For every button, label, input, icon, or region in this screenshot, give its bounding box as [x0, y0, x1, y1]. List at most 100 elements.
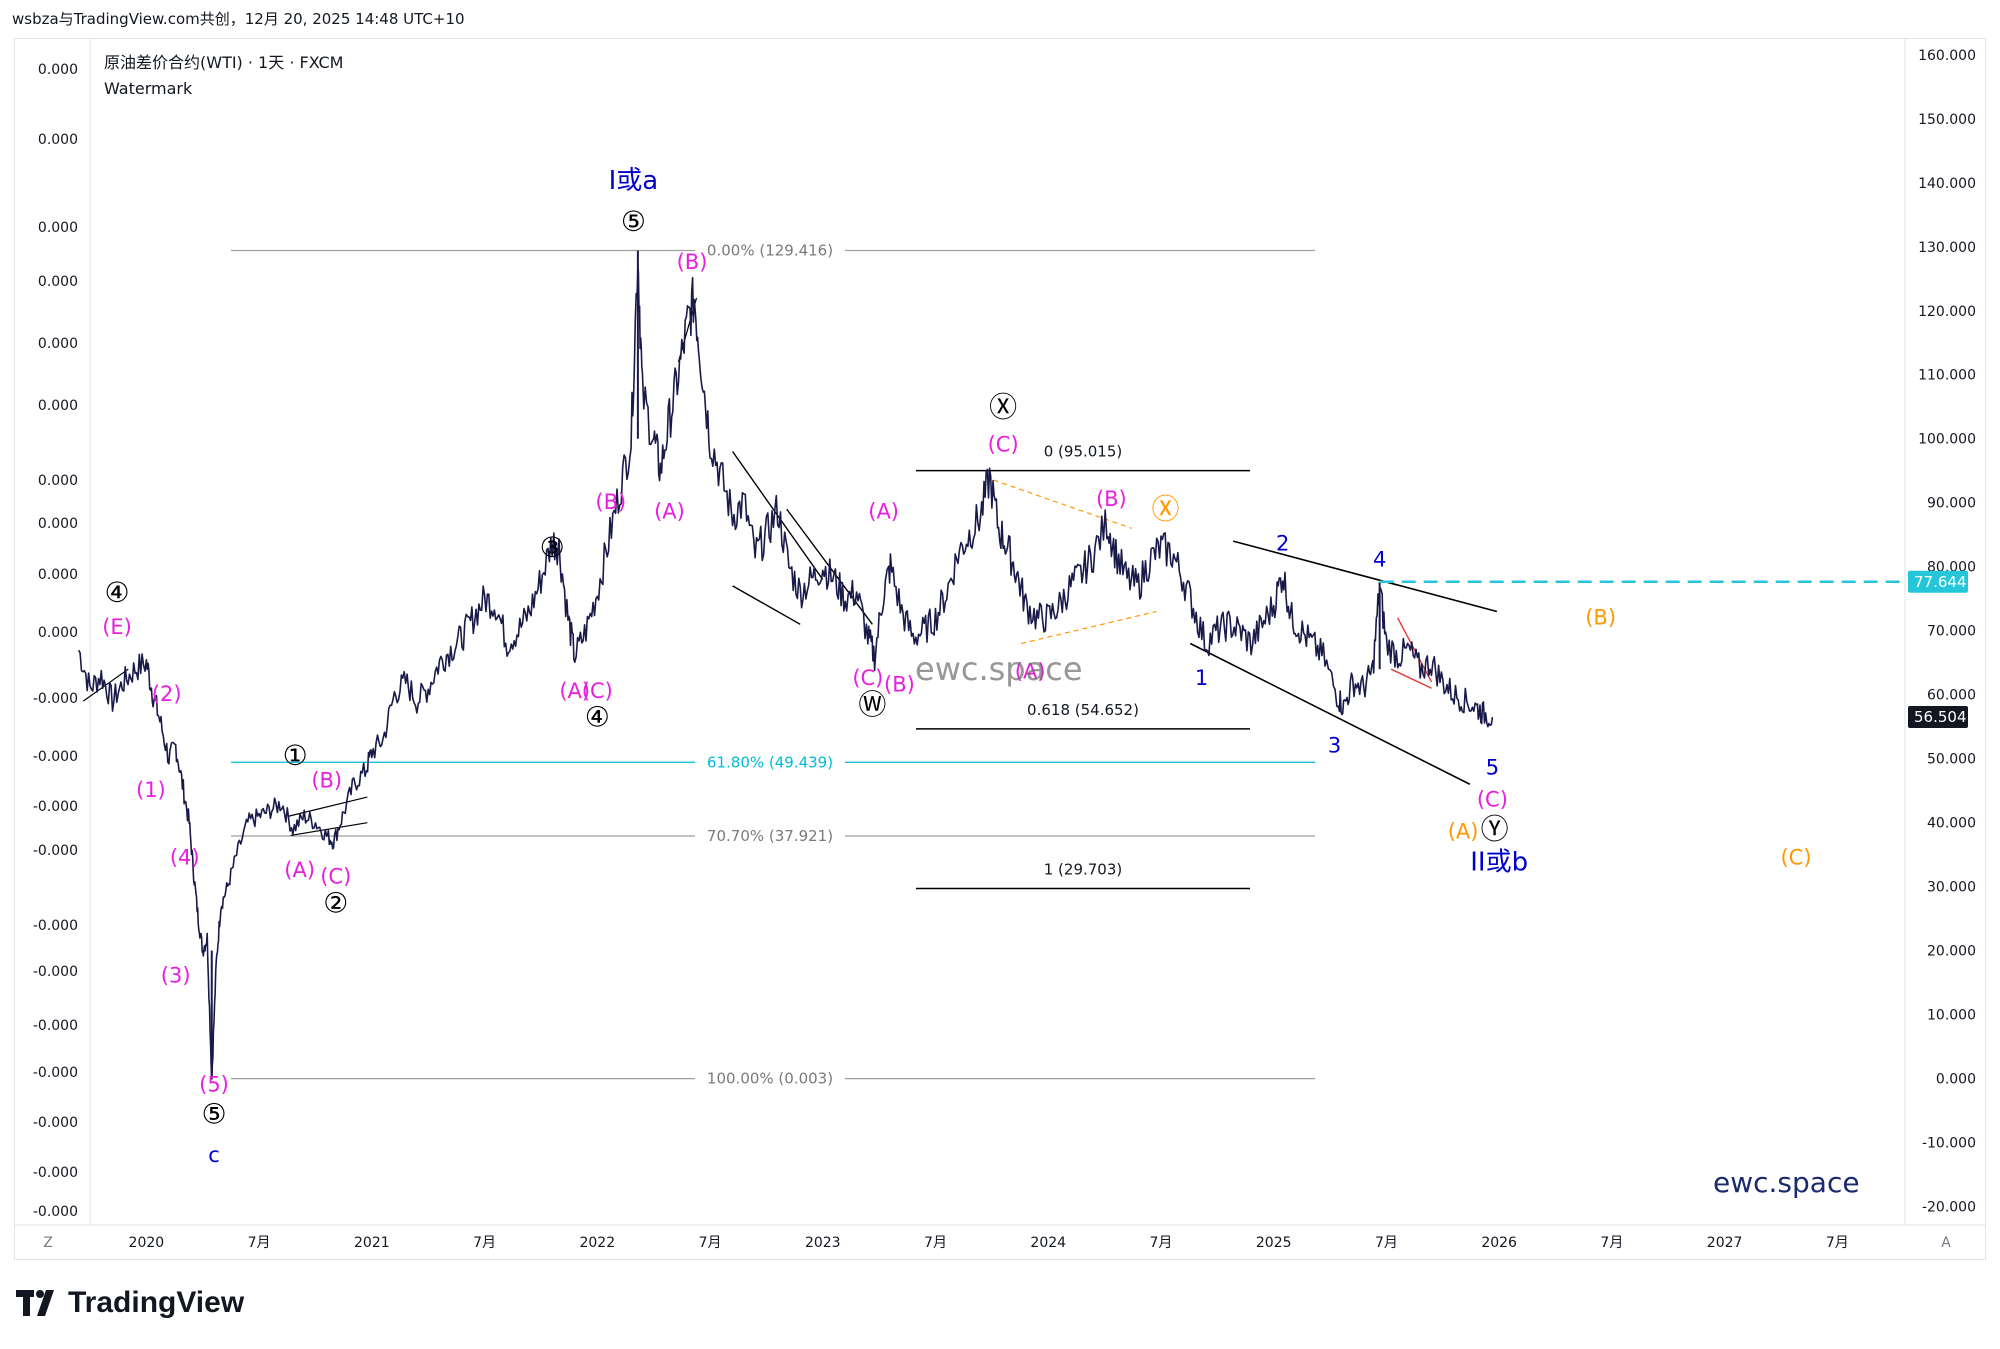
fib-retracement-label: 61.80% (49.439) — [707, 753, 833, 771]
right-axis-tick: -20.000 — [1922, 1200, 1976, 1216]
wave-label: (A) — [868, 500, 899, 524]
tradingview-mark-icon — [16, 1290, 54, 1316]
time-axis-label: 2025 — [1256, 1235, 1292, 1251]
wave-label: Ⓨ — [1481, 813, 1509, 846]
left-axis-tick: 0.000 — [38, 336, 78, 352]
wave-label: (4) — [170, 845, 200, 869]
alert-price-label: 77.644 — [1914, 573, 1967, 591]
fib-extension-label: 0.618 (54.652) — [1027, 701, 1139, 719]
corner-watermark: ewc.space — [1713, 1166, 1860, 1199]
right-axis-tick: 130.000 — [1918, 240, 1976, 256]
left-axis-tick: -0.000 — [33, 1018, 78, 1034]
red-wedge-line — [1390, 668, 1432, 689]
wave-label: (A) — [284, 858, 315, 882]
left-axis-tick: -0.000 — [33, 918, 78, 934]
price-series — [77, 250, 1494, 1080]
chart-attribution: wsbza与TradingView.com共创，12月 20, 2025 14:… — [12, 10, 465, 28]
log-scale-button[interactable]: Z — [43, 1235, 53, 1251]
left-axis-tick: 0.000 — [38, 625, 78, 641]
right-price-axis[interactable]: 160.000 150.000 140.000 130.000 120.000 110.0… — [1918, 48, 1976, 1216]
wave-label: (2) — [152, 682, 182, 706]
right-axis-tick: -10.000 — [1922, 1136, 1976, 1152]
left-price-axis[interactable]: 0.000 0.000 0.000 0.000 0.000 0.000 0.000 0.000… — [33, 62, 78, 1220]
time-axis-label: 2027 — [1707, 1235, 1743, 1251]
time-axis-label: 2023 — [805, 1235, 841, 1251]
wave-label: (A) — [559, 679, 590, 703]
time-axis-label: 2020 — [129, 1235, 165, 1251]
wave-label: ⑤ — [621, 205, 646, 238]
time-axis-label: 2022 — [579, 1235, 615, 1251]
wedge-upper-line — [1232, 540, 1498, 613]
wave-label: Ⓧ — [989, 390, 1017, 423]
time-axis-label: 2026 — [1481, 1235, 1517, 1251]
tradingview-logo[interactable]: TradingView — [16, 1286, 244, 1320]
left-axis-tick: -0.000 — [33, 1065, 78, 1081]
wave-label: (B) — [1096, 487, 1127, 511]
time-axis-label: 7月 — [1375, 1235, 1398, 1251]
time-axis-label: 7月 — [1150, 1235, 1173, 1251]
wedge-lower-line — [1189, 642, 1471, 785]
wave-label: 2 — [1276, 532, 1289, 556]
current-price-label: 56.504 — [1914, 708, 1967, 726]
time-axis-label: 7月 — [1600, 1235, 1623, 1251]
current-price-tag[interactable] — [1908, 706, 1968, 729]
time-axis[interactable]: 2020 7月 2021 7月 2022 7月 2023 7月 2024 7月 2025 7月 2026… — [129, 1235, 1849, 1251]
wave-label: (B) — [595, 490, 626, 514]
right-axis-tick: 160.000 — [1918, 48, 1976, 64]
wave-label: ④ — [105, 576, 130, 609]
time-axis-label: 7月 — [248, 1235, 271, 1251]
wave-label: ② — [323, 886, 348, 919]
left-axis-tick: -0.000 — [33, 1204, 78, 1220]
wave-label: (C) — [852, 666, 883, 690]
wave-label: (C) — [988, 433, 1019, 457]
time-axis-label: 7月 — [1826, 1235, 1849, 1251]
right-axis-tick: 110.000 — [1918, 368, 1976, 384]
channel-line — [732, 585, 801, 625]
left-axis-tick: 0.000 — [38, 274, 78, 290]
wave-label: (B) — [677, 250, 708, 274]
wave-label: Ⓦ — [858, 688, 886, 721]
left-axis-tick: 0.000 — [38, 398, 78, 414]
time-axis-label: 2021 — [354, 1235, 390, 1251]
wave-label: (A) — [1448, 820, 1479, 844]
wave-label: c — [208, 1143, 220, 1167]
red-wedge-line — [1397, 617, 1433, 683]
right-axis-tick: 140.000 — [1918, 176, 1976, 192]
wave-label: (A) — [1015, 660, 1046, 684]
wave-label: (B) — [311, 768, 342, 792]
wave-label: (B) — [1585, 605, 1616, 629]
right-axis-tick: 20.000 — [1927, 944, 1976, 960]
wave-label: (B) — [884, 672, 915, 696]
time-axis-label: 2024 — [1030, 1235, 1066, 1251]
wave-label: ① — [283, 739, 308, 772]
left-axis-tick: -0.000 — [33, 749, 78, 765]
right-axis-tick: 70.000 — [1927, 624, 1976, 640]
left-axis-tick: 0.000 — [38, 473, 78, 489]
fib-extension-label: 1 (29.703) — [1044, 861, 1123, 879]
right-axis-tick: 10.000 — [1927, 1008, 1976, 1024]
wave-label: (3) — [161, 964, 191, 988]
fib-levels[interactable]: 0.00% (129.416) 61.80% (49.439) 70.70% (37… — [231, 242, 1315, 1088]
right-axis-tick: 120.000 — [1918, 304, 1976, 320]
auto-scale-button[interactable]: A — [1941, 1235, 1951, 1251]
wave-label: (5) — [199, 1072, 229, 1096]
right-axis-tick: 150.000 — [1918, 112, 1976, 128]
right-axis-tick: 60.000 — [1927, 688, 1976, 704]
right-axis-tick: 0.000 — [1936, 1072, 1976, 1088]
right-axis-tick: 50.000 — [1927, 752, 1976, 768]
time-axis-label: 7月 — [473, 1235, 496, 1251]
center-watermark: ewc.space — [915, 650, 1083, 688]
left-axis-tick: -0.000 — [33, 964, 78, 980]
fib-retracement-label: 70.70% (37.921) — [707, 827, 833, 845]
wave-label: 1 — [1195, 666, 1208, 690]
fib-retracement-label: 100.00% (0.003) — [707, 1070, 833, 1088]
price-line — [77, 266, 1494, 1080]
triangle-line — [984, 476, 1132, 529]
alert-price-tag[interactable] — [1908, 570, 1968, 593]
left-axis-tick: 0.000 — [38, 567, 78, 583]
time-axis-label: 7月 — [699, 1235, 722, 1251]
wave-label: Ⓧ — [1151, 493, 1179, 526]
left-axis-tick: 0.000 — [38, 516, 78, 532]
wave-label: (E) — [102, 615, 132, 639]
